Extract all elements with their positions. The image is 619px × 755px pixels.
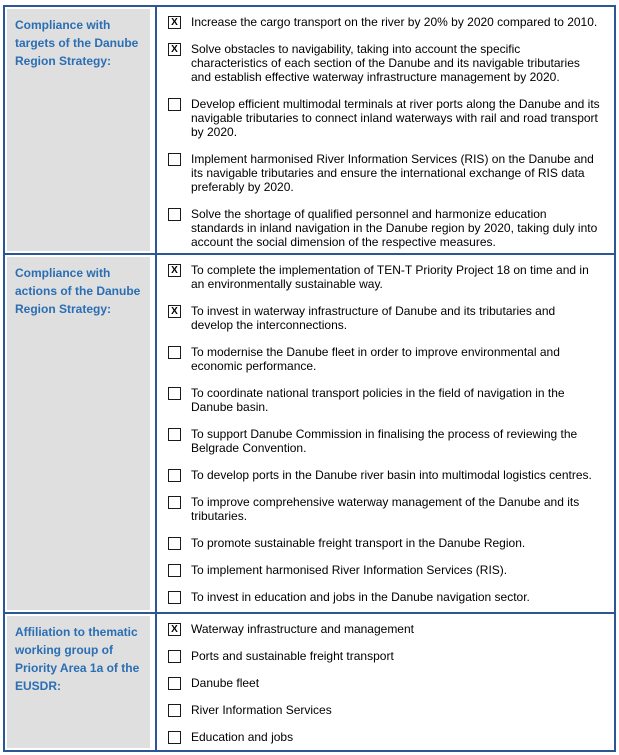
checklist-item-label: To improve comprehensive waterway manage… (191, 495, 580, 523)
checkbox[interactable] (168, 564, 181, 577)
section-label-cell: Compliance with targets of the Danube Re… (5, 7, 157, 253)
checkbox[interactable]: X (168, 43, 181, 56)
checkbox[interactable] (168, 469, 181, 482)
checklist-item: To invest in education and jobs in the D… (168, 590, 600, 604)
checklist-item: To coordinate national transport policie… (168, 386, 600, 414)
checklist-item: Education and jobs (168, 730, 600, 744)
section-row-targets: Compliance with targets of the Danube Re… (5, 7, 614, 253)
checkbox[interactable]: X (168, 264, 181, 277)
checklist-item: X Waterway infrastructure and management (168, 622, 600, 636)
checklist-item-label: Increase the cargo transport on the rive… (191, 15, 598, 29)
checkbox[interactable] (168, 346, 181, 359)
checklist-item-label: To invest in education and jobs in the D… (191, 590, 530, 604)
checkbox[interactable] (168, 537, 181, 550)
checkbox[interactable] (168, 208, 181, 221)
checklist-item: Develop efficient multimodal terminals a… (168, 97, 600, 139)
checkbox[interactable] (168, 387, 181, 400)
checklist-item: Danube fleet (168, 676, 600, 690)
checklist-item: X To invest in waterway infrastructure o… (168, 304, 600, 332)
checklist-item: To promote sustainable freight transport… (168, 536, 600, 550)
checklist-item: To modernise the Danube fleet in order t… (168, 345, 600, 373)
checklist-item-label: Ports and sustainable freight transport (191, 649, 394, 663)
checklist-item: Ports and sustainable freight transport (168, 649, 600, 663)
checklist-actions: X To complete the implementation of TEN-… (157, 255, 614, 612)
checklist-item-label: To complete the implementation of TEN-T … (191, 263, 589, 291)
checklist-item: X Solve obstacles to navigability, takin… (168, 42, 600, 84)
checklist-item-label: Implement harmonised River Information S… (191, 152, 594, 194)
checklist-targets: X Increase the cargo transport on the ri… (157, 7, 614, 253)
section-label: Compliance with actions of the Danube Re… (15, 266, 141, 316)
checkbox[interactable]: X (168, 623, 181, 636)
checkbox[interactable] (168, 153, 181, 166)
checklist-item: To improve comprehensive waterway manage… (168, 495, 600, 523)
checklist-item: X To complete the implementation of TEN-… (168, 263, 600, 291)
checkbox[interactable] (168, 677, 181, 690)
checklist-item-label: To modernise the Danube fleet in order t… (191, 345, 560, 373)
checklist-item-label: Danube fleet (191, 676, 260, 690)
checklist-item: Solve the shortage of qualified personne… (168, 207, 600, 249)
checklist-item: River Information Services (168, 703, 600, 717)
checkbox[interactable] (168, 428, 181, 441)
checklist-item-label: To implement harmonised River Informatio… (191, 563, 508, 577)
section-label-background: Compliance with targets of the Danube Re… (7, 9, 150, 251)
checklist-item-label: Waterway infrastructure and management (191, 622, 414, 636)
checklist-affiliation: X Waterway infrastructure and management… (157, 614, 614, 750)
checklist-item-label: To develop ports in the Danube river bas… (191, 468, 592, 482)
checklist-item-label: To promote sustainable freight transport… (191, 536, 526, 550)
checkbox[interactable] (168, 650, 181, 663)
checklist-item: X Increase the cargo transport on the ri… (168, 15, 600, 29)
checklist-item-label: To support Danube Commission in finalisi… (191, 427, 578, 455)
checkbox[interactable] (168, 704, 181, 717)
checklist-item: To develop ports in the Danube river bas… (168, 468, 600, 482)
section-row-actions: Compliance with actions of the Danube Re… (5, 253, 614, 612)
section-label-cell: Compliance with actions of the Danube Re… (5, 255, 157, 612)
checklist-item-label: To invest in waterway infrastructure of … (191, 304, 556, 332)
checklist-item-label: Education and jobs (191, 730, 294, 744)
compliance-form-table: Compliance with targets of the Danube Re… (3, 5, 616, 752)
checklist-item-label: To coordinate national transport policie… (191, 386, 565, 414)
section-label-background: Affiliation to thematic working group of… (7, 616, 150, 748)
checkbox[interactable] (168, 591, 181, 604)
checklist-item-label: River Information Services (191, 703, 332, 717)
section-label-background: Compliance with actions of the Danube Re… (7, 257, 150, 610)
checklist-item-label: Develop efficient multimodal terminals a… (191, 97, 600, 139)
checkbox[interactable] (168, 98, 181, 111)
checklist-item: To support Danube Commission in finalisi… (168, 427, 600, 455)
checklist-item-label: Solve obstacles to navigability, taking … (191, 42, 580, 84)
section-row-affiliation: Affiliation to thematic working group of… (5, 612, 614, 750)
section-label: Affiliation to thematic working group of… (15, 625, 140, 693)
checklist-item: To implement harmonised River Informatio… (168, 563, 600, 577)
section-label-cell: Affiliation to thematic working group of… (5, 614, 157, 750)
checkbox[interactable]: X (168, 305, 181, 318)
checkbox[interactable] (168, 496, 181, 509)
section-label: Compliance with targets of the Danube Re… (15, 18, 139, 68)
checklist-item: Implement harmonised River Information S… (168, 152, 600, 194)
checkbox[interactable]: X (168, 16, 181, 29)
checkbox[interactable] (168, 731, 181, 744)
checklist-item-label: Solve the shortage of qualified personne… (191, 207, 598, 249)
